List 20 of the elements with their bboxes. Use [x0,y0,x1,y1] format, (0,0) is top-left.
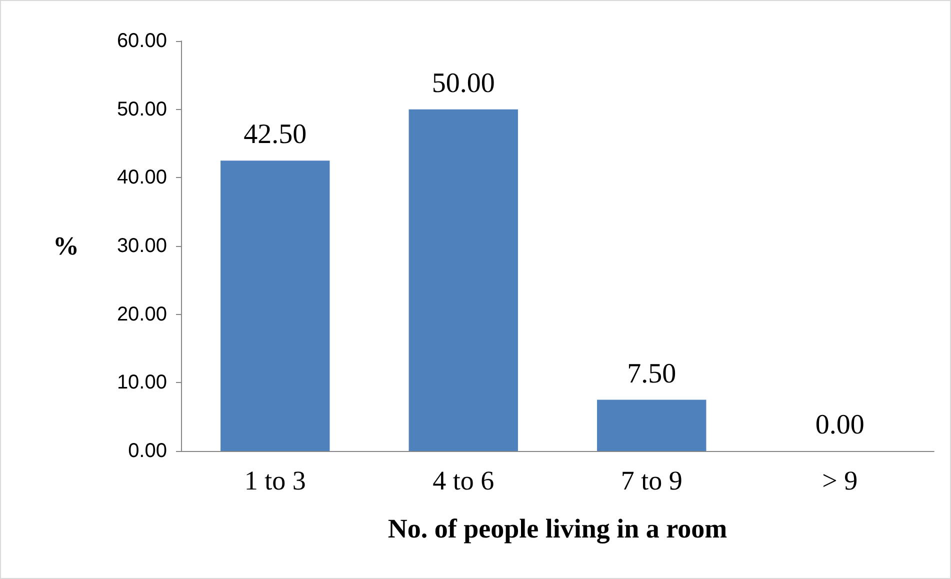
y-tick-label: 60.00 [116,30,167,52]
y-tick-label: 30.00 [116,235,167,257]
y-tick-label: 0.00 [128,440,167,462]
y-tick-label: 50.00 [116,98,167,120]
data-label: 42.50 [244,119,307,150]
y-tick-label: 10.00 [116,372,167,394]
bar [597,400,706,451]
x-axis-title: No. of people living in a room [388,514,728,544]
bar [408,109,518,451]
bar [220,160,330,451]
x-tick-label: > 9 [822,466,858,496]
y-tick-label: 40.00 [116,166,167,189]
data-label: 50.00 [432,68,495,99]
data-label: 7.50 [627,358,676,390]
data-label: 0.00 [815,410,864,440]
x-tick-label: 7 to 9 [620,466,682,496]
x-tick-label: 4 to 6 [432,466,494,496]
x-tick-label: 1 to 3 [244,466,306,496]
y-tick-label: 20.00 [116,303,167,326]
y-axis-title: % [53,232,79,260]
